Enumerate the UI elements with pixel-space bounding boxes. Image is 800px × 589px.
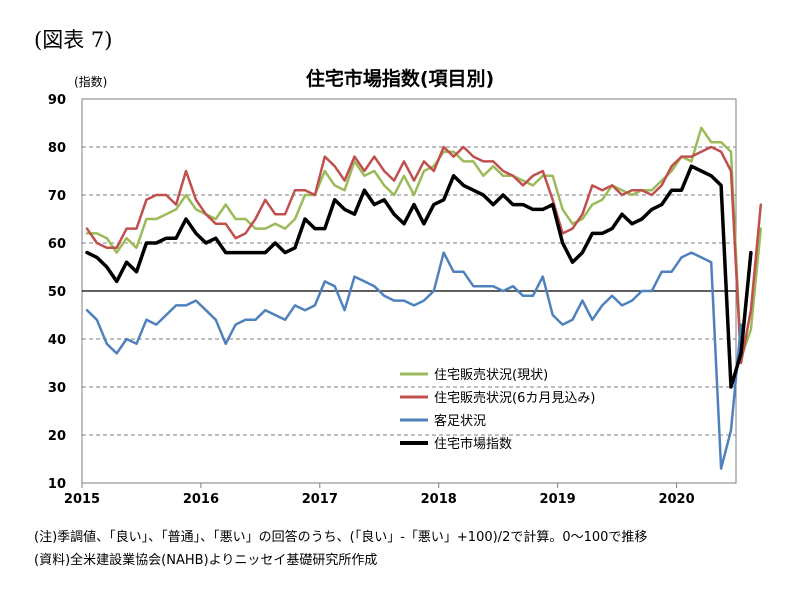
series-line-3: [85, 251, 743, 470]
series-line-2: [85, 145, 763, 365]
y-tick-label: 50: [48, 285, 66, 300]
y-tick-label: 80: [48, 141, 66, 156]
y-tick-label: 10: [48, 477, 66, 492]
legend-label-4: 住宅市場指数: [434, 436, 512, 452]
y-tick-label: 40: [48, 333, 66, 348]
y-tick-label: 60: [48, 237, 66, 252]
series-line-4: [85, 164, 753, 389]
y-tick-label: 70: [48, 189, 66, 204]
legend-label-3: 客足状況: [434, 413, 486, 429]
footnote-calculation: (注)季調値、「良い」、「普通」、「悪い」の回答のうち、(「良い」-「悪い」+1…: [34, 530, 648, 545]
footnote-source: (資料)全米建設業協会(NAHB)よりニッセイ基礎研究所作成: [34, 553, 378, 568]
x-tick-label: 2018: [421, 492, 457, 507]
legend-label-1: 住宅販売状況(現状): [434, 367, 548, 383]
x-tick-label: 2020: [658, 492, 694, 507]
x-tick-label: 2016: [183, 492, 219, 507]
figure-label: (図表 7): [34, 28, 113, 52]
y-tick-label: 90: [48, 93, 66, 108]
x-tick-label: 2017: [302, 492, 338, 507]
series-line-1: [85, 126, 763, 360]
x-tick-label: 2019: [540, 492, 576, 507]
y-tick-label: 30: [48, 381, 66, 396]
chart-title: 住宅市場指数(項目別): [305, 68, 495, 90]
legend-label-2: 住宅販売状況(6カ月見込み): [434, 390, 595, 406]
y-tick-label: 20: [48, 429, 66, 444]
y-axis-unit-label: (指数): [74, 75, 108, 89]
x-tick-label: 2015: [64, 492, 100, 507]
